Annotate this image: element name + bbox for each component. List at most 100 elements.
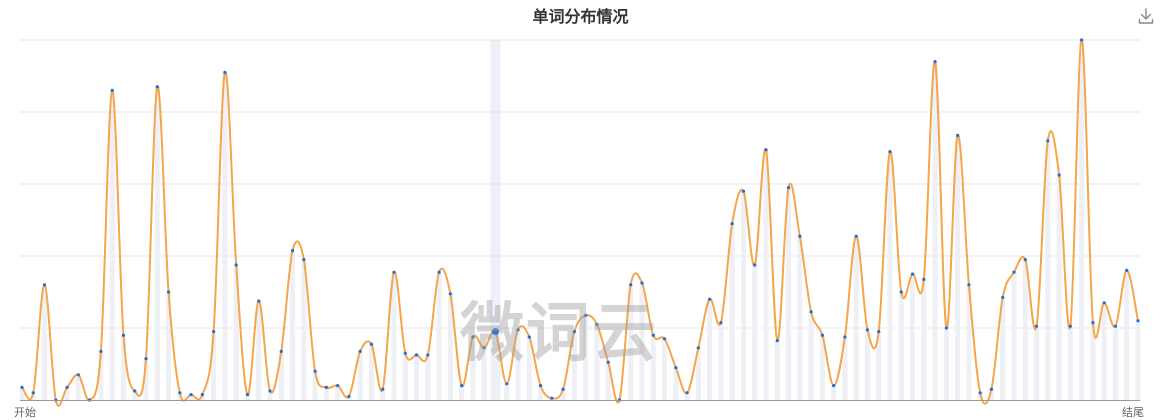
- bar: [673, 367, 679, 400]
- x-axis-end-label: 结尾: [1122, 406, 1144, 419]
- bar: [1022, 259, 1028, 400]
- highlight-band: [490, 40, 501, 400]
- data-point: [414, 353, 419, 357]
- data-point: [31, 391, 35, 395]
- data-point: [336, 384, 340, 388]
- bar: [504, 383, 510, 400]
- data-point: [505, 382, 509, 386]
- data-point: [290, 249, 295, 253]
- data-point: [764, 148, 768, 152]
- bar: [42, 284, 48, 400]
- data-point: [20, 385, 24, 389]
- bar: [1090, 322, 1096, 400]
- data-point: [877, 330, 881, 334]
- data-point: [65, 385, 69, 389]
- chart-title: 单词分布情况: [532, 7, 629, 26]
- data-point: [944, 326, 948, 330]
- data-point: [324, 385, 328, 389]
- bar: [312, 371, 318, 400]
- bar: [932, 61, 938, 400]
- data-point-highlighted: [491, 328, 499, 336]
- bar: [1045, 140, 1051, 401]
- data-point: [347, 394, 351, 398]
- bar: [853, 236, 859, 400]
- data-point: [978, 391, 982, 395]
- data-point: [1080, 38, 1084, 42]
- bar: [797, 236, 803, 400]
- data-point: [110, 88, 114, 92]
- bar: [357, 351, 363, 400]
- data-point: [516, 328, 520, 332]
- data-point: [786, 186, 791, 190]
- data-point: [922, 277, 926, 281]
- data-point: [606, 360, 610, 364]
- data-point: [967, 283, 971, 287]
- bar: [1034, 326, 1040, 400]
- bar: [211, 331, 217, 400]
- data-point: [753, 263, 757, 267]
- data-point: [1057, 173, 1061, 177]
- bar: [335, 385, 341, 400]
- data-point: [482, 346, 486, 350]
- bar: [447, 293, 453, 400]
- bar: [267, 391, 273, 400]
- data-point: [223, 70, 227, 74]
- data-point: [527, 335, 531, 339]
- data-point: [1136, 319, 1140, 323]
- data-point: [640, 281, 644, 285]
- data-point: [178, 391, 182, 395]
- bar: [639, 283, 645, 400]
- bar: [988, 389, 994, 400]
- bar: [425, 355, 431, 400]
- data-point: [369, 342, 374, 346]
- bar: [278, 351, 284, 400]
- data-point: [460, 384, 464, 388]
- bar: [560, 389, 566, 400]
- data-point: [257, 299, 261, 303]
- bar: [1000, 297, 1006, 400]
- bar: [740, 191, 746, 400]
- data-point: [956, 133, 960, 137]
- data-point: [1046, 139, 1050, 143]
- data-point: [865, 328, 870, 332]
- bar: [98, 351, 104, 400]
- grid-lines: [20, 39, 1140, 329]
- data-point: [144, 357, 148, 361]
- data-point: [572, 330, 576, 334]
- bar: [492, 331, 498, 400]
- data-point: [279, 349, 283, 353]
- download-icon[interactable]: [1136, 6, 1156, 26]
- bar: [1135, 320, 1141, 400]
- bar: [380, 389, 386, 400]
- bar: [481, 347, 487, 400]
- data-point: [155, 85, 159, 89]
- data-point: [1091, 321, 1095, 325]
- data-point: [426, 353, 430, 357]
- bar: [910, 274, 916, 400]
- data-point: [775, 339, 779, 343]
- data-point: [910, 272, 915, 276]
- data-point: [1068, 324, 1072, 328]
- bar: [1101, 302, 1107, 400]
- data-point: [1113, 324, 1118, 328]
- bar: [594, 324, 600, 400]
- data-point: [550, 396, 554, 400]
- data-point: [832, 384, 836, 388]
- data-point: [471, 335, 475, 339]
- bar: [729, 223, 735, 400]
- data-point: [121, 333, 126, 337]
- bar: [323, 387, 329, 400]
- bar: [943, 328, 949, 400]
- bar: [143, 358, 149, 400]
- bar: [244, 394, 250, 400]
- bar: [571, 331, 577, 400]
- bar: [718, 322, 724, 400]
- data-point: [302, 258, 306, 262]
- bar: [290, 250, 296, 400]
- bar: [222, 72, 228, 401]
- bar: [19, 387, 25, 400]
- data-point: [854, 234, 858, 238]
- data-point: [268, 389, 272, 393]
- bar: [199, 394, 205, 400]
